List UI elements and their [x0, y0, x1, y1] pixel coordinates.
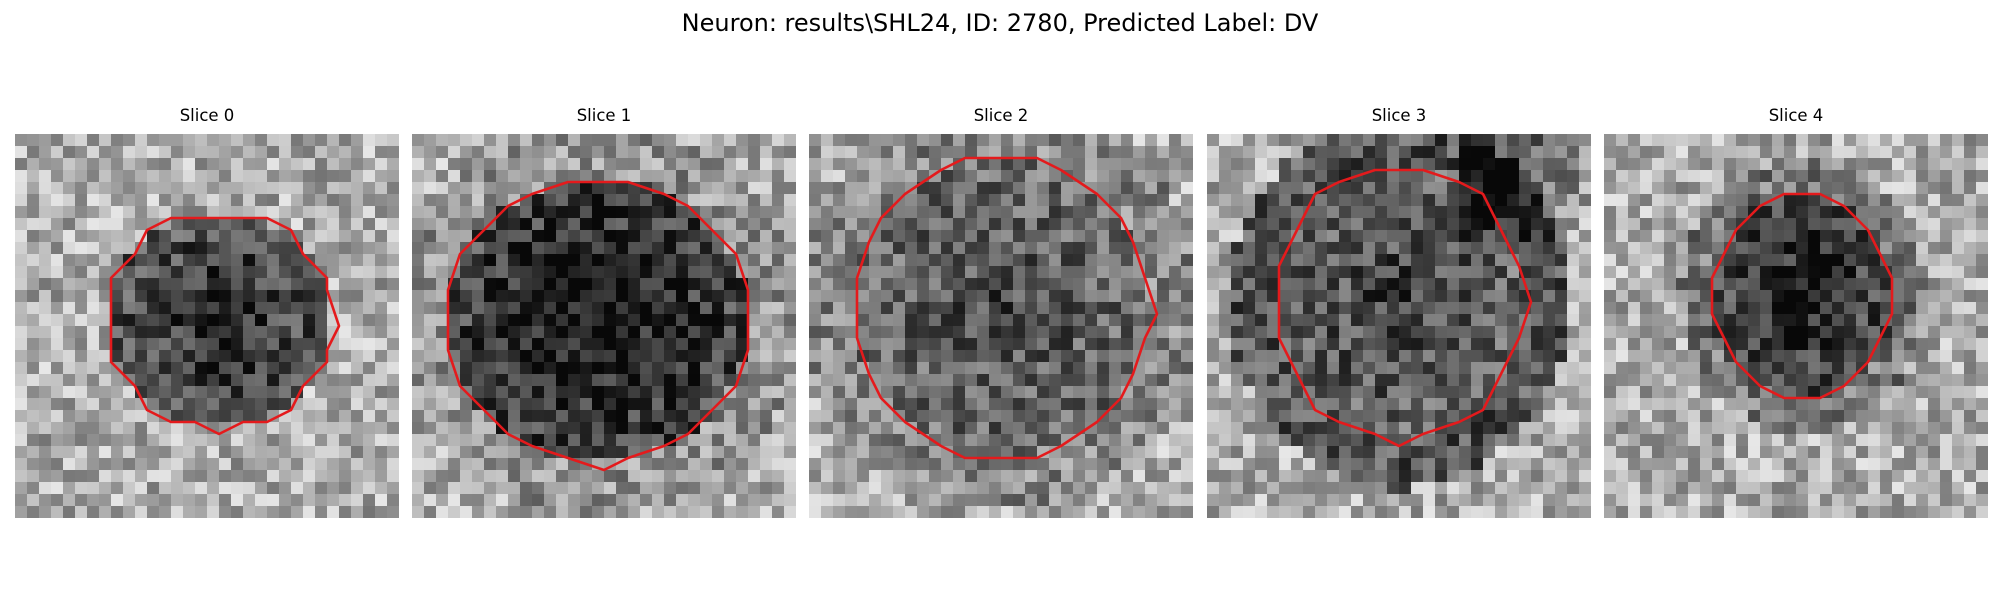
roi-contour	[855, 156, 1159, 460]
slice-title: Slice 0	[179, 106, 235, 125]
slice-title: Slice 3	[1371, 106, 1427, 125]
slice-image	[809, 134, 1193, 518]
slice-panel-4: Slice 4	[1604, 106, 1988, 518]
slice-panel-2: Slice 2	[809, 106, 1193, 518]
slice-image	[1604, 134, 1988, 518]
roi-contour	[1277, 168, 1533, 448]
roi-contour	[109, 216, 341, 436]
slice-image	[412, 134, 796, 518]
slice-image	[1207, 134, 1591, 518]
roi-contour	[446, 180, 750, 472]
slice-title: Slice 1	[576, 106, 632, 125]
slice-image	[15, 134, 399, 518]
slice-panel-1: Slice 1	[412, 106, 796, 518]
figure-title: Neuron: results\SHL24, ID: 2780, Predict…	[681, 9, 1319, 37]
slice-title: Slice 2	[973, 106, 1029, 125]
slice-panel-0: Slice 0	[15, 106, 399, 518]
slice-panel-3: Slice 3	[1207, 106, 1591, 518]
roi-contour	[1710, 192, 1894, 400]
slice-title: Slice 4	[1768, 106, 1824, 125]
